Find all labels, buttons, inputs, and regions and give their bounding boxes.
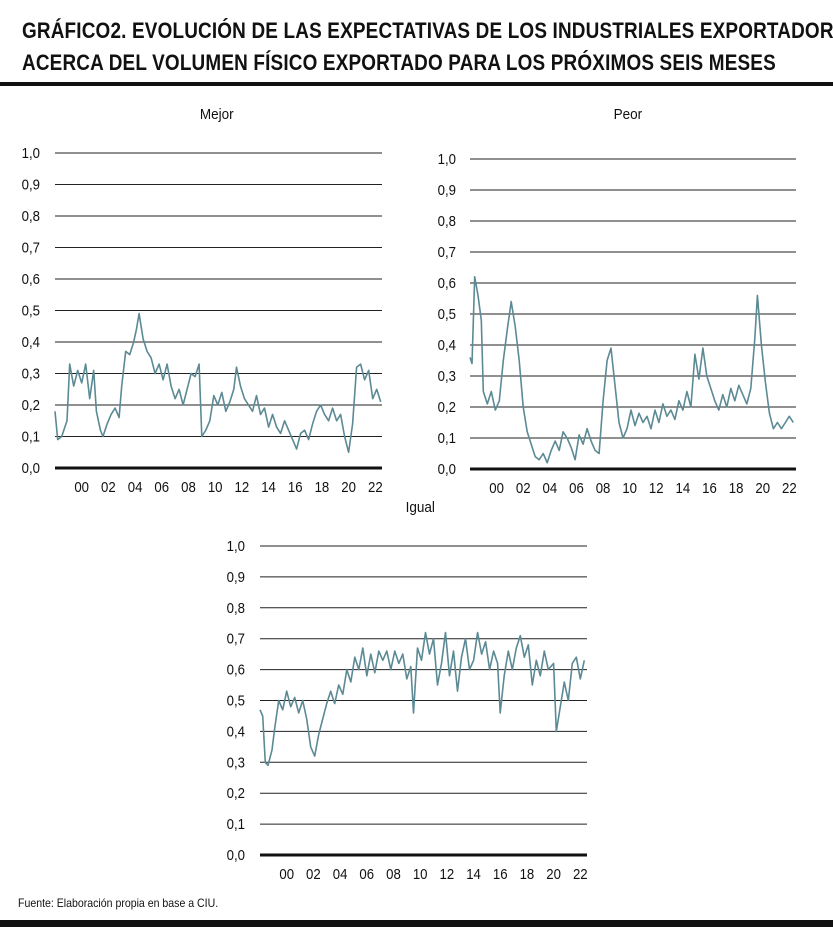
x-tick-label-mejor-2: 04 — [128, 478, 143, 495]
y-tick-label-mejor-10: 1,0 — [22, 144, 40, 161]
x-tick-label-peor-0: 00 — [489, 479, 504, 496]
y-tick-label-mejor-8: 0,8 — [22, 207, 40, 224]
x-tick-label-mejor-8: 16 — [288, 478, 303, 495]
x-tick-label-peor-8: 16 — [702, 479, 717, 496]
y-tick-label-peor-3: 0,3 — [438, 367, 456, 384]
x-tick-label-peor-6: 12 — [649, 479, 664, 496]
x-tick-label-igual-11: 22 — [573, 865, 588, 882]
y-tick-label-igual-4: 0,4 — [227, 723, 245, 740]
x-tick-label-igual-6: 12 — [440, 865, 455, 882]
y-tick-label-peor-8: 0,8 — [438, 212, 456, 229]
x-tick-label-igual-3: 06 — [359, 865, 374, 882]
x-tick-label-peor-11: 22 — [782, 479, 797, 496]
x-tick-label-mejor-1: 02 — [101, 478, 116, 495]
x-tick-label-mejor-3: 06 — [154, 478, 169, 495]
chart-title-block: GRÁFICO2. EVOLUCIÓN DE LAS EXPECTATIVAS … — [0, 0, 833, 88]
y-tick-label-igual-7: 0,7 — [227, 630, 245, 647]
y-tick-label-peor-10: 1,0 — [438, 150, 456, 167]
y-tick-label-peor-9: 0,9 — [438, 181, 456, 198]
y-tick-label-peor-7: 0,7 — [438, 243, 456, 260]
x-tick-label-igual-1: 02 — [306, 865, 321, 882]
y-tick-label-mejor-2: 0,2 — [22, 396, 40, 413]
x-tick-label-igual-8: 16 — [493, 865, 508, 882]
x-tick-label-peor-2: 04 — [543, 479, 558, 496]
x-tick-label-mejor-4: 08 — [181, 478, 196, 495]
top-rule — [0, 82, 833, 86]
y-tick-label-igual-0: 0,0 — [227, 846, 245, 863]
y-tick-label-peor-6: 0,6 — [438, 274, 456, 291]
y-tick-label-igual-8: 0,8 — [227, 599, 245, 616]
x-tick-label-mejor-5: 10 — [208, 478, 223, 495]
x-tick-label-igual-5: 10 — [413, 865, 428, 882]
x-tick-label-igual-7: 14 — [466, 865, 481, 882]
chart-title-line-2: ACERCA DEL VOLUMEN FÍSICO EXPORTADO PARA… — [22, 50, 776, 75]
x-tick-label-igual-9: 18 — [520, 865, 535, 882]
chart-igual: 0,0 0,1 0,2 0,3 0,4 0,5 0,6 0,7 0,8 0,9 1,0 00 02 04 0… — [227, 537, 588, 882]
y-tick-label-igual-3: 0,3 — [227, 753, 245, 770]
y-tick-label-igual-1: 0,1 — [227, 815, 245, 832]
y-tick-label-mejor-0: 0,0 — [22, 459, 40, 476]
chart-peor: 0,0 0,1 0,2 0,3 0,4 0,5 0,6 0,7 0,8 0,9 1,0 00 02 04 0… — [438, 150, 797, 496]
x-tick-label-peor-7: 14 — [676, 479, 691, 496]
series-line-peor — [469, 276, 794, 464]
y-tick-label-peor-2: 0,2 — [438, 398, 456, 415]
x-tick-label-igual-10: 20 — [546, 865, 561, 882]
series-line-mejor — [54, 312, 382, 454]
y-tick-label-igual-10: 1,0 — [227, 537, 245, 554]
x-tick-label-peor-3: 06 — [569, 479, 584, 496]
x-tick-label-mejor-7: 14 — [261, 478, 276, 495]
panel-title-mejor: Mejor — [199, 106, 234, 123]
chart-title-line-1: GRÁFICO2. EVOLUCIÓN DE LAS EXPECTATIVAS … — [22, 18, 833, 43]
x-tick-label-peor-5: 10 — [622, 479, 637, 496]
x-tick-label-igual-4: 08 — [386, 865, 401, 882]
x-tick-label-igual-2: 04 — [333, 865, 348, 882]
y-tick-label-peor-1: 0,1 — [438, 429, 456, 446]
y-tick-label-mejor-4: 0,4 — [22, 333, 40, 350]
x-tick-label-peor-4: 08 — [596, 479, 611, 496]
y-tick-label-mejor-7: 0,7 — [22, 239, 40, 256]
y-tick-label-igual-5: 0,5 — [227, 692, 245, 709]
source-note: Fuente: Elaboración propia en base a CIU… — [18, 896, 219, 910]
x-tick-label-peor-10: 20 — [755, 479, 770, 496]
y-tick-label-mejor-5: 0,5 — [22, 302, 40, 319]
y-tick-label-peor-5: 0,5 — [438, 305, 456, 322]
series-line-igual — [259, 631, 586, 767]
y-tick-label-mejor-9: 0,9 — [22, 176, 40, 193]
x-tick-label-mejor-6: 12 — [235, 478, 250, 495]
y-tick-label-igual-2: 0,2 — [227, 784, 245, 801]
x-tick-label-mejor-9: 18 — [315, 478, 330, 495]
panel-title-igual: Igual — [405, 499, 435, 516]
y-tick-label-igual-6: 0,6 — [227, 661, 245, 678]
x-tick-label-mejor-0: 00 — [74, 478, 89, 495]
x-tick-label-mejor-11: 22 — [368, 478, 383, 495]
bottom-rule — [0, 920, 833, 927]
y-tick-label-peor-0: 0,0 — [438, 460, 456, 477]
y-tick-label-mejor-3: 0,3 — [22, 365, 40, 382]
chart-mejor: 0,0 0,1 0,2 0,3 0,4 0,5 0,6 0,7 0,8 0,9 1,0 00 02 04 0… — [22, 144, 383, 495]
x-tick-label-mejor-10: 20 — [341, 478, 356, 495]
x-tick-label-igual-0: 00 — [279, 865, 294, 882]
y-tick-label-mejor-6: 0,6 — [22, 270, 40, 287]
y-tick-label-igual-9: 0,9 — [227, 568, 245, 585]
x-tick-label-peor-1: 02 — [516, 479, 531, 496]
y-tick-label-peor-4: 0,4 — [438, 336, 456, 353]
panel-title-peor: Peor — [613, 106, 643, 123]
x-tick-label-peor-9: 18 — [729, 479, 744, 496]
y-tick-label-mejor-1: 0,1 — [22, 428, 40, 445]
